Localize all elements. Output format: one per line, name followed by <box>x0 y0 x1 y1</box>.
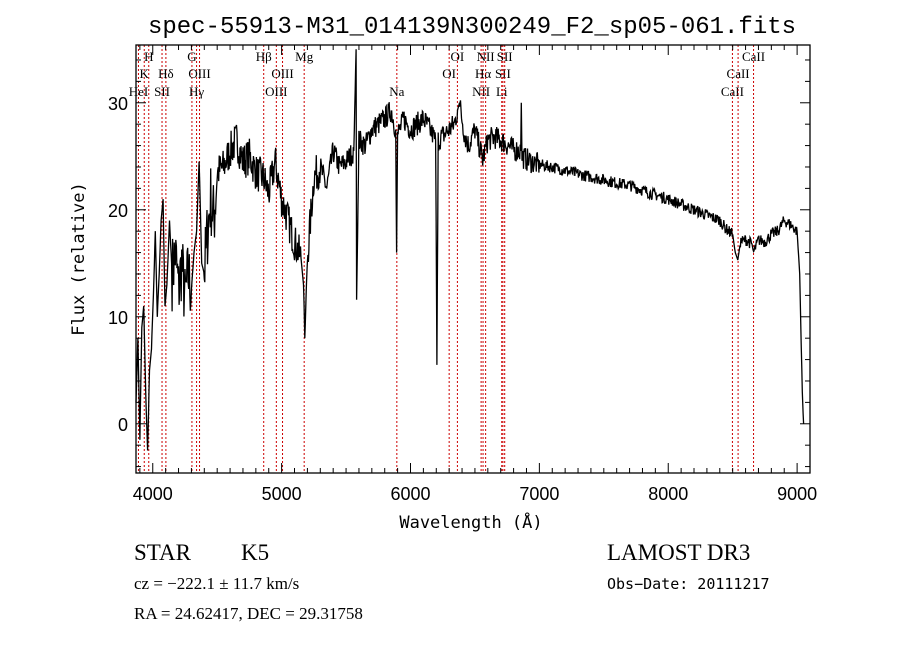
line-marker-label: OIII <box>188 66 210 81</box>
x-axis-label: Wavelength (Å) <box>399 511 542 533</box>
line-marker-label: CaII <box>742 49 765 64</box>
x-tick-label: 7000 <box>519 484 559 504</box>
y-axis-label: Flux (relative) <box>69 182 89 336</box>
line-marker-label: Hβ <box>256 49 272 64</box>
line-marker-label: Na <box>389 84 404 99</box>
line-marker-label: Hδ <box>158 66 174 81</box>
line-markers: HeIKHSIIHδGHγOIIIHβOIIIOIIIMgNaOIOINIIHα… <box>129 45 765 473</box>
line-marker-label: OI <box>442 66 456 81</box>
x-tick-label: 6000 <box>390 484 430 504</box>
x-tick-label: 8000 <box>648 484 688 504</box>
line-marker-label: OIII <box>265 84 287 99</box>
line-marker-label: Hα <box>475 66 491 81</box>
line-marker-label: HeI <box>129 84 149 99</box>
line-marker-label: Hγ <box>189 84 204 99</box>
line-marker-label: SII <box>495 66 511 81</box>
x-tick-label: 4000 <box>133 484 173 504</box>
line-marker-label: K <box>140 66 150 81</box>
line-marker-label: NII <box>472 84 490 99</box>
line-marker-label: CaII <box>727 66 750 81</box>
object-class: STAR <box>134 540 192 565</box>
y-tick-label: 20 <box>108 201 128 221</box>
y-tick-label: 30 <box>108 94 128 114</box>
survey-label: LAMOST DR3 <box>607 540 750 565</box>
line-marker-label: OI <box>451 49 465 64</box>
line-marker-label: CaII <box>721 84 744 99</box>
line-marker-label: OIII <box>271 66 293 81</box>
redshift-text: cz = −222.1 ± 11.7 km/s <box>134 574 299 593</box>
y-tick-label: 0 <box>118 415 128 435</box>
line-marker-label: NII <box>477 49 495 64</box>
line-marker-label: Li <box>496 84 508 99</box>
line-marker-label: H <box>144 49 153 64</box>
line-marker-label: SII <box>497 49 513 64</box>
line-marker-label: G <box>187 49 196 64</box>
axis-ticks: 4000 5000 6000 7000 8000 9000 0 10 20 30 <box>108 45 817 504</box>
y-tick-label: 10 <box>108 308 128 328</box>
plot-frame <box>135 44 811 474</box>
subclass: K5 <box>241 540 269 565</box>
chart-title: spec-55913-M31_014139N300249_F2_sp05-061… <box>148 14 796 41</box>
x-tick-label: 9000 <box>777 484 817 504</box>
line-marker-label: SII <box>154 84 170 99</box>
spectrum-line <box>135 49 805 451</box>
x-tick-label: 5000 <box>262 484 302 504</box>
obs-date: Obs−Date: 20111217 <box>607 575 770 593</box>
line-marker-label: Mg <box>295 49 314 64</box>
coordinates: RA = 24.62417, DEC = 29.31758 <box>134 604 363 623</box>
